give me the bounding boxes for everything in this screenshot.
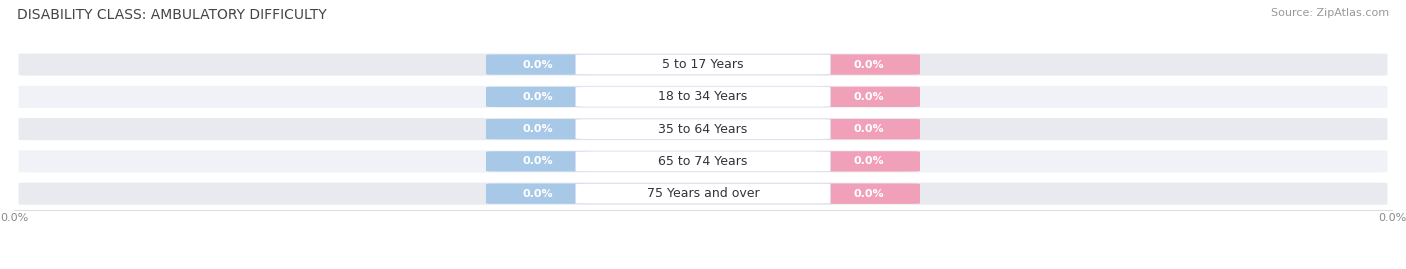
FancyBboxPatch shape xyxy=(17,85,1389,109)
Text: 0.0%: 0.0% xyxy=(853,156,883,167)
Text: 0.0%: 0.0% xyxy=(523,124,553,134)
FancyBboxPatch shape xyxy=(17,149,1389,174)
Text: 0.0%: 0.0% xyxy=(853,59,883,70)
FancyBboxPatch shape xyxy=(817,87,920,107)
Text: 35 to 64 Years: 35 to 64 Years xyxy=(658,123,748,136)
Text: 0.0%: 0.0% xyxy=(523,92,553,102)
Text: 75 Years and over: 75 Years and over xyxy=(647,187,759,200)
Text: 0.0%: 0.0% xyxy=(523,189,553,199)
FancyBboxPatch shape xyxy=(575,87,831,107)
FancyBboxPatch shape xyxy=(575,119,831,139)
FancyBboxPatch shape xyxy=(817,151,920,172)
Text: 0.0%: 0.0% xyxy=(853,124,883,134)
FancyBboxPatch shape xyxy=(817,54,920,75)
FancyBboxPatch shape xyxy=(575,183,831,204)
FancyBboxPatch shape xyxy=(575,54,831,75)
Text: DISABILITY CLASS: AMBULATORY DIFFICULTY: DISABILITY CLASS: AMBULATORY DIFFICULTY xyxy=(17,8,326,22)
FancyBboxPatch shape xyxy=(17,52,1389,77)
FancyBboxPatch shape xyxy=(817,119,920,139)
FancyBboxPatch shape xyxy=(575,151,831,172)
Text: 0.0%: 0.0% xyxy=(523,156,553,167)
FancyBboxPatch shape xyxy=(486,151,589,172)
FancyBboxPatch shape xyxy=(817,183,920,204)
Text: 5 to 17 Years: 5 to 17 Years xyxy=(662,58,744,71)
Text: 0.0%: 0.0% xyxy=(853,189,883,199)
Text: 65 to 74 Years: 65 to 74 Years xyxy=(658,155,748,168)
FancyBboxPatch shape xyxy=(17,117,1389,141)
FancyBboxPatch shape xyxy=(486,54,589,75)
FancyBboxPatch shape xyxy=(486,183,589,204)
Text: 18 to 34 Years: 18 to 34 Years xyxy=(658,90,748,103)
FancyBboxPatch shape xyxy=(17,182,1389,206)
Text: Source: ZipAtlas.com: Source: ZipAtlas.com xyxy=(1271,8,1389,18)
FancyBboxPatch shape xyxy=(486,87,589,107)
Text: 0.0%: 0.0% xyxy=(523,59,553,70)
FancyBboxPatch shape xyxy=(486,119,589,139)
Text: 0.0%: 0.0% xyxy=(853,92,883,102)
